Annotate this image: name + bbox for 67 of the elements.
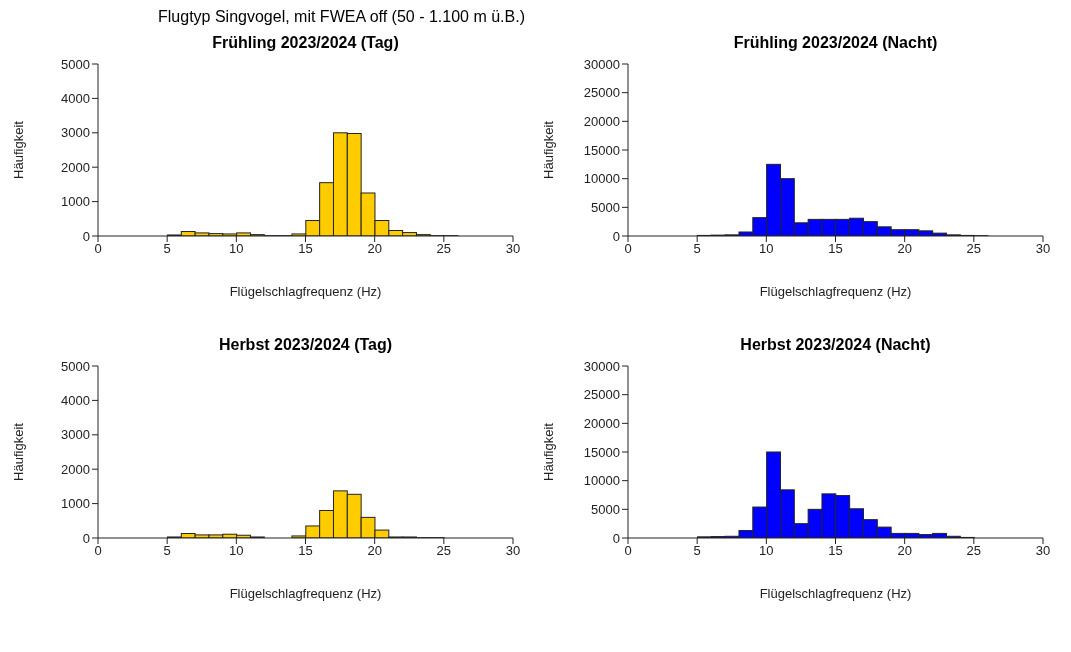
y-tick-label: 20000 [583,415,620,431]
y-tick-label: 30000 [583,56,620,72]
y-tick-label: 0 [82,530,90,546]
x-tick-label: 10 [229,241,244,257]
x-tick-label: 0 [624,543,632,559]
y-tick-label: 30000 [583,358,620,374]
x-tick-label: 5 [163,241,171,257]
x-tick-label: 15 [828,543,843,559]
x-tick-label: 20 [367,543,382,559]
x-tick-label: 10 [759,241,774,257]
y-tick-label: 5000 [61,358,90,374]
x-tick-label: 15 [298,543,313,559]
y-tick-label: 25000 [583,85,620,101]
y-tick-label: 3000 [61,427,90,443]
y-tick-label: 15000 [583,142,620,158]
x-tick-label: 25 [436,543,452,559]
y-tick-label: 5000 [591,199,620,215]
x-tick-label: 5 [693,241,701,257]
text: Flugtyp Singvogel, mit FWEA off (50 - 1.100 m ü.B.) [158,8,526,27]
x-tick-label: 20 [367,241,382,257]
x-axis-title: Flügelschlagfrequenz (Hz) [759,586,912,601]
y-tick-label: 0 [612,530,620,546]
x-tick-label: 0 [94,241,102,257]
y-tick-label: 2000 [61,461,90,477]
x-tick-label: 30 [505,241,521,257]
x-tick-label: 25 [966,543,982,559]
x-tick-label: 15 [298,241,313,257]
y-tick-label: 2000 [61,159,90,175]
y-tick-label: 5000 [61,56,90,72]
chart-title: Frühling 2023/2024 (Tag) [211,34,400,53]
y-tick-label: 0 [612,228,620,244]
y-tick-label: 1000 [61,496,90,512]
y-tick-label: 15000 [583,444,620,460]
y-tick-label: 25000 [583,387,620,403]
x-tick-label: 10 [759,543,774,559]
x-tick-label: 0 [624,241,632,257]
y-tick-label: 3000 [61,125,90,141]
x-tick-label: 25 [966,241,982,257]
x-tick-label: 30 [1035,543,1051,559]
y-tick-label: 20000 [583,113,620,129]
y-tick-label: 10000 [583,473,620,489]
y-axis-title: Häufigkeit [10,422,26,481]
y-tick-label: 0 [82,228,90,244]
x-tick-label: 10 [229,543,244,559]
chart-title: Herbst 2023/2024 (Tag) [217,336,394,355]
x-tick-label: 5 [693,543,701,559]
y-axis-title: Häufigkeit [10,120,26,179]
x-tick-label: 25 [436,241,452,257]
x-axis-title: Flügelschlagfrequenz (Hz) [229,586,382,601]
chart-title: Herbst 2023/2024 (Nacht) [739,336,932,355]
x-tick-label: 5 [163,543,171,559]
x-tick-label: 20 [897,241,912,257]
x-tick-label: 30 [1035,241,1051,257]
x-axis-title: Flügelschlagfrequenz (Hz) [229,284,382,299]
x-tick-label: 20 [897,543,912,559]
y-tick-label: 1000 [61,194,90,210]
y-tick-label: 4000 [61,393,90,409]
y-axis-title: Häufigkeit [540,422,556,481]
y-tick-label: 4000 [61,91,90,107]
x-tick-label: 30 [505,543,521,559]
y-tick-label: 10000 [583,171,620,187]
x-tick-label: 15 [828,241,843,257]
y-tick-label: 5000 [591,501,620,517]
x-tick-label: 0 [94,543,102,559]
y-axis-title: Häufigkeit [540,120,556,179]
chart-title: Frühling 2023/2024 (Nacht) [732,34,939,53]
x-axis-title: Flügelschlagfrequenz (Hz) [759,284,912,299]
